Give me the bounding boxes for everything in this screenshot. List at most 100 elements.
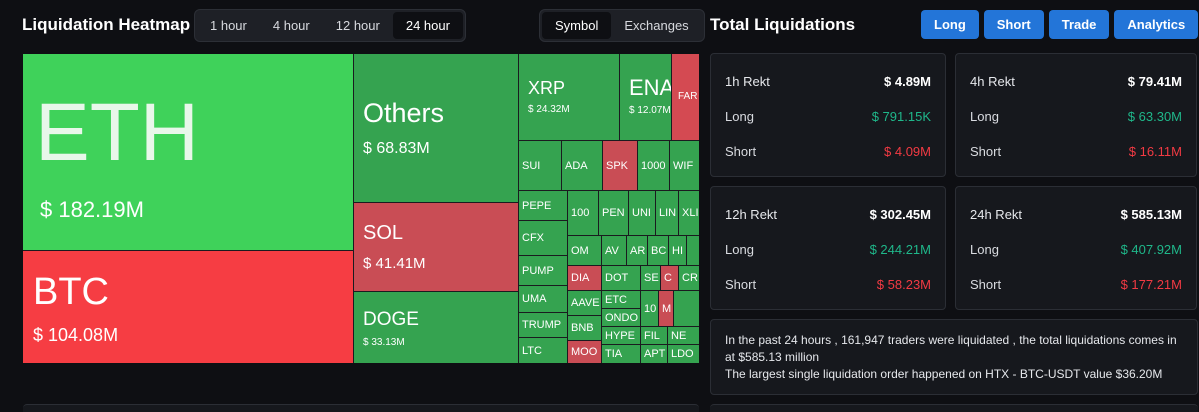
heatmap-cell-trump[interactable]: TRUMP <box>519 313 567 337</box>
heatmap-cell-10[interactable]: 10 <box>641 291 658 326</box>
short-button[interactable]: Short <box>983 10 1044 39</box>
heatmap-cell-others[interactable]: Others $ 68.83M <box>354 54 518 202</box>
cell-symbol: FAR <box>678 91 698 102</box>
heatmap-cell-btc[interactable]: BTC $ 104.08M <box>23 251 353 363</box>
long-button[interactable]: Long <box>921 10 979 39</box>
heatmap-cell-bc[interactable]: BC <box>648 236 668 265</box>
heatmap-cell-xrp[interactable]: XRP $ 24.32M <box>519 54 619 140</box>
heatmap-cell-pepe[interactable]: PEPE <box>519 191 567 220</box>
heatmap-cell-m[interactable]: M <box>659 291 673 326</box>
card-title: 24h Rekt <box>970 207 1023 222</box>
card-title: 4h Rekt <box>970 74 1015 89</box>
heatmap-cell-ondo[interactable]: ONDO <box>602 309 640 326</box>
heatmap-cell-ne[interactable]: NE <box>668 327 699 344</box>
summary-line-2: The largest single liquidation order hap… <box>725 367 1163 381</box>
long-value: $ 791.15K <box>871 109 931 124</box>
long-value: $ 407.92M <box>1120 242 1182 257</box>
heatmap-cell-se[interactable]: SE <box>641 266 660 290</box>
analytics-button[interactable]: Analytics <box>1114 10 1199 39</box>
heatmap-cell-cr[interactable]: CR <box>679 266 699 290</box>
cell-symbol: ENA <box>629 75 671 100</box>
short-label: Short <box>970 144 1002 159</box>
heatmap-cell-ena[interactable]: ENA $ 12.07M <box>620 54 671 140</box>
tab-4-hour[interactable]: 4 hour <box>272 18 310 33</box>
tab-12-hour[interactable]: 12 hour <box>335 18 380 33</box>
heatmap-cell-hi[interactable]: HI <box>669 236 686 265</box>
heatmap-cell-lin[interactable]: LIN <box>656 191 678 235</box>
time-range-tabs: 1 hour 4 hour 12 hour 24 hour <box>194 9 466 42</box>
heatmap-cell-ar[interactable]: AR <box>627 236 647 265</box>
heatmap-cell-ldo[interactable]: LDO <box>668 345 699 363</box>
rekt-card-4h: 4h Rekt $ 79.41M Long $ 63.30M Short $ 16.1… <box>955 53 1197 177</box>
short-label: Short <box>725 144 757 159</box>
tab-symbol[interactable]: Symbol <box>542 12 612 39</box>
card-total: $ 585.13M <box>1120 207 1182 222</box>
heatmap-cell-fil[interactable]: FIL <box>641 327 667 344</box>
heatmap-cell-extra-2[interactable] <box>674 291 699 326</box>
heatmap-cell-wif[interactable]: WIF <box>670 141 699 190</box>
cell-value: $ 41.41M <box>363 255 426 272</box>
action-buttons: Long Short Trade Analytics <box>921 10 1199 39</box>
heatmap-cell-uni[interactable]: UNI <box>629 191 655 235</box>
long-label: Long <box>725 109 754 124</box>
short-value: $ 4.09M <box>884 144 931 159</box>
heatmap-cell-pen[interactable]: PEN <box>599 191 628 235</box>
heatmap-cell-cfx[interactable]: CFX <box>519 221 567 255</box>
liquidation-summary: In the past 24 hours , 161,947 traders w… <box>710 319 1198 395</box>
heatmap-cell-uma[interactable]: UMA <box>519 286 567 312</box>
heatmap-cell-pump[interactable]: PUMP <box>519 256 567 285</box>
heatmap-cell-av[interactable]: AV <box>602 236 626 265</box>
card-total: $ 4.89M <box>884 74 931 89</box>
heatmap-cell-apt[interactable]: APT <box>641 345 667 363</box>
rekt-card-12h: 12h Rekt $ 302.45M Long $ 244.21M Short $ 5… <box>710 186 946 310</box>
heatmap-cell-xli[interactable]: XLI <box>679 191 699 235</box>
heatmap-cell-1000[interactable]: 1000 <box>638 141 669 190</box>
short-label: Short <box>725 277 757 292</box>
card-title: 1h Rekt <box>725 74 770 89</box>
cell-symbol: DOGE <box>363 309 419 330</box>
cell-value: $ 182.19M <box>40 197 144 222</box>
heatmap-cell-ada[interactable]: ADA <box>562 141 602 190</box>
short-value: $ 177.21M <box>1120 277 1182 292</box>
heatmap-cell-extra-1[interactable] <box>687 236 699 265</box>
heatmap-cell-sol[interactable]: SOL $ 41.41M <box>354 203 518 291</box>
heatmap-cell-moo[interactable]: MOO <box>568 341 601 363</box>
heatmap-cell-sui[interactable]: SUI <box>519 141 561 190</box>
heatmap-cell-bnb[interactable]: BNB <box>568 316 601 340</box>
heatmap-cell-etc[interactable]: ETC <box>602 291 640 308</box>
long-value: $ 63.30M <box>1127 109 1182 124</box>
short-label: Short <box>970 277 1002 292</box>
cell-value: $ 104.08M <box>33 325 119 345</box>
heatmap-cell-doge[interactable]: DOGE $ 33.13M <box>354 292 518 363</box>
total-liquidations-title: Total Liquidations <box>710 15 856 34</box>
heatmap-cell-c[interactable]: C <box>661 266 678 290</box>
heatmap-cell-ltc[interactable]: LTC <box>519 338 567 363</box>
heatmap-cell-aave[interactable]: AAVE <box>568 291 601 315</box>
cell-symbol: BTC <box>33 271 109 313</box>
heatmap-cell-100[interactable]: 100 <box>568 191 598 235</box>
long-label: Long <box>970 242 999 257</box>
tab-1-hour[interactable]: 1 hour <box>210 18 247 33</box>
heatmap-cell-om[interactable]: OM <box>568 236 601 265</box>
rekt-card-24h: 24h Rekt $ 585.13M Long $ 407.92M Short $ 1… <box>955 186 1197 310</box>
heatmap-cell-far[interactable]: FAR <box>672 54 699 140</box>
cell-symbol: ETH <box>35 87 199 178</box>
liquidation-heatmap: ETH $ 182.19M BTC $ 104.08M Others $ 68.… <box>23 54 699 363</box>
long-label: Long <box>725 242 754 257</box>
heatmap-title: Liquidation Heatmap <box>22 15 191 34</box>
heatmap-cell-tia[interactable]: TIA <box>602 345 640 363</box>
tab-exchanges[interactable]: Exchanges <box>624 18 689 33</box>
tab-24-hour[interactable]: 24 hour <box>392 12 463 39</box>
rekt-card-1h: 1h Rekt $ 4.89M Long $ 791.15K Short $ 4.09… <box>710 53 946 177</box>
heatmap-cell-dot[interactable]: DOT <box>602 266 640 290</box>
heatmap-cell-dia[interactable]: DIA <box>568 266 601 290</box>
trade-button[interactable]: Trade <box>1048 10 1110 39</box>
cell-symbol: SOL <box>363 222 404 244</box>
heatmap-cell-eth[interactable]: ETH $ 182.19M <box>23 54 353 250</box>
short-value: $ 58.23M <box>876 277 931 292</box>
heatmap-cell-hype[interactable]: HYPE <box>602 327 640 344</box>
lower-panel-edge <box>23 404 699 412</box>
short-value: $ 16.11M <box>1128 144 1182 159</box>
heatmap-cell-spk[interactable]: SPK <box>603 141 637 190</box>
